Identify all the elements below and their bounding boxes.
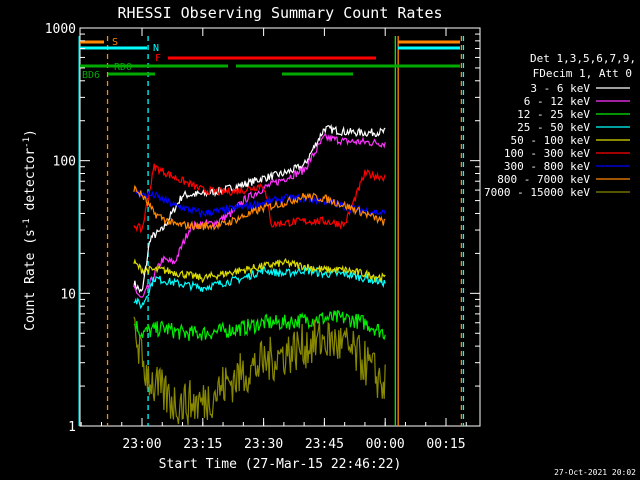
y-tick-label: 10 — [60, 287, 76, 302]
series-line-100-300-kev — [133, 163, 386, 234]
flag-bar-rdo-2 — [236, 64, 460, 68]
y-axis-label: Count Rate (s-1 detector-1) — [22, 129, 38, 331]
y-axis-label-sup2: -1 — [22, 137, 32, 148]
flag-bar-f — [168, 56, 376, 60]
flag-label-f: F — [155, 53, 161, 64]
series-line-3-6-kev — [133, 123, 386, 294]
y-axis-label-close: ) — [23, 129, 38, 137]
series-line-800-7000-kev — [133, 184, 386, 231]
legend-entry-label: 7000 - 15000 keV — [484, 186, 590, 199]
legend-entry-label: 300 - 800 keV — [504, 160, 590, 173]
flag-label-bd6: BD6 — [82, 70, 100, 81]
flag-bar-bd6-2 — [282, 72, 353, 76]
series-line-12-25-kev — [133, 309, 386, 341]
chart-title: RHESSI Observing Summary Count Rates — [117, 4, 442, 22]
x-tick-label: 23:30 — [244, 437, 283, 452]
series-line-6-12-kev — [133, 132, 386, 298]
flag-bar-bd6-1 — [108, 72, 155, 76]
legend-entry-label: 25 - 50 keV — [517, 121, 590, 134]
x-axis-label: Start Time (27-Mar-15 22:46:22) — [159, 457, 402, 472]
flag-bar-s-2 — [398, 40, 460, 44]
flag-label-rdo: RDO — [114, 62, 132, 73]
flag-label-n: N — [153, 43, 159, 54]
flag-bars: S NF RDO BD6 — [80, 37, 460, 81]
x-tick-label: 23:45 — [305, 437, 344, 452]
flag-label-s: S — [112, 37, 118, 48]
x-tick-label: 00:15 — [426, 437, 465, 452]
legend-header-line-2: FDecim 1, Att 0 — [533, 67, 632, 80]
y-axis-ticks: 1 10 100 1000 — [45, 22, 480, 435]
y-tick-label: 100 — [53, 155, 76, 170]
x-tick-label: 00:00 — [366, 437, 405, 452]
series-line-7000-15000-kev — [133, 316, 386, 425]
flag-bar-s — [80, 40, 104, 44]
x-axis-ticks: 23:00 23:15 23:30 23:45 00:00 00:15 — [80, 28, 467, 452]
y-axis-label-sup: -1 — [22, 218, 32, 229]
x-tick-label: 23:00 — [122, 437, 161, 452]
plot-area — [79, 27, 481, 427]
legend-entry-label: 100 - 300 keV — [504, 147, 590, 160]
plot-frame — [79, 27, 481, 427]
y-axis-label-main: Count Rate (s — [23, 229, 38, 331]
y-tick-label: 1 — [68, 420, 76, 435]
series-line-50-100-kev — [133, 257, 386, 284]
legend-entry-label: 12 - 25 keV — [517, 108, 590, 121]
legend-entry-label: 50 - 100 keV — [511, 134, 591, 147]
legend-entry-label: 6 - 12 keV — [524, 95, 591, 108]
x-tick-label: 23:15 — [183, 437, 222, 452]
flag-bar-n — [80, 46, 147, 50]
timestamp: 27-Oct-2021 20:02 — [554, 468, 636, 477]
legend-header-line-1: Det 1,3,5,6,7,9, — [530, 52, 636, 65]
y-tick-label: 1000 — [45, 22, 76, 37]
series-lines — [133, 123, 386, 425]
legend-entry-label: 3 - 6 keV — [530, 82, 590, 95]
legend-entry-label: 800 - 7000 keV — [497, 173, 590, 186]
legend: Det 1,3,5,6,7,9, FDecim 1, Att 0 3 - 6 k… — [484, 52, 636, 199]
vertical-markers — [78, 36, 465, 426]
y-axis-label-tail: detector — [23, 148, 38, 219]
flag-bar-rdo-1 — [80, 64, 228, 68]
flag-bar-n-2 — [398, 46, 460, 50]
series-line-300-800-kev — [133, 187, 386, 219]
